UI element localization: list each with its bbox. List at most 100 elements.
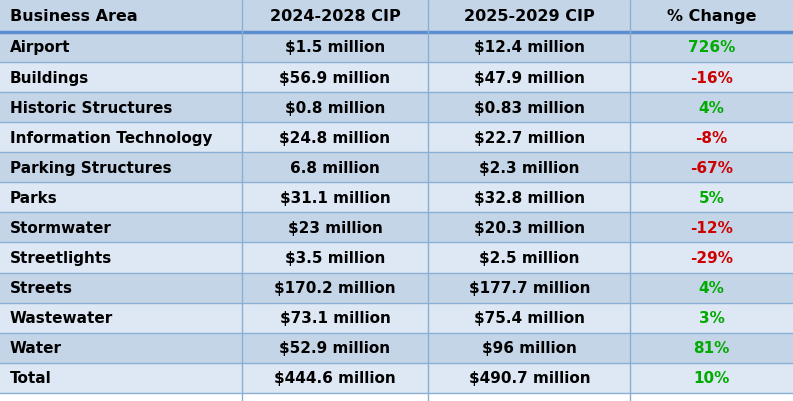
Bar	[630, 273, 793, 303]
Text: $24.8 million: $24.8 million	[279, 130, 391, 145]
Text: 6.8 million: 6.8 million	[290, 160, 380, 175]
Text: $73.1 million: $73.1 million	[280, 310, 390, 325]
Text: -8%: -8%	[695, 130, 728, 145]
Bar	[242, 243, 428, 273]
Bar	[242, 63, 428, 93]
Bar	[428, 0, 630, 33]
Bar	[428, 333, 630, 363]
Text: $75.4 million: $75.4 million	[474, 310, 584, 325]
Text: $56.9 million: $56.9 million	[279, 71, 391, 85]
Text: Streetlights: Streetlights	[10, 250, 112, 265]
Bar	[0, 153, 242, 183]
Bar	[242, 123, 428, 153]
Bar	[242, 0, 428, 33]
Text: 4%: 4%	[699, 280, 725, 295]
Text: $12.4 million: $12.4 million	[474, 41, 584, 55]
Bar	[428, 243, 630, 273]
Bar	[0, 273, 242, 303]
Text: 3%: 3%	[699, 310, 725, 325]
Bar	[428, 63, 630, 93]
Bar	[630, 63, 793, 93]
Text: 726%: 726%	[688, 41, 735, 55]
Bar	[242, 153, 428, 183]
Bar	[428, 363, 630, 393]
Text: Business Area: Business Area	[10, 9, 137, 24]
Text: $3.5 million: $3.5 million	[285, 250, 385, 265]
Text: Parks: Parks	[10, 190, 57, 205]
Text: -67%: -67%	[690, 160, 734, 175]
Text: $1.5 million: $1.5 million	[285, 41, 385, 55]
Text: 4%: 4%	[699, 100, 725, 115]
Text: 2024-2028 CIP: 2024-2028 CIP	[270, 9, 400, 24]
Text: Total: Total	[10, 371, 52, 385]
Bar	[242, 33, 428, 63]
Bar	[630, 93, 793, 123]
Bar	[0, 333, 242, 363]
Bar	[428, 93, 630, 123]
Text: $32.8 million: $32.8 million	[473, 190, 585, 205]
Text: $490.7 million: $490.7 million	[469, 371, 590, 385]
Text: Parking Structures: Parking Structures	[10, 160, 171, 175]
Text: 81%: 81%	[694, 340, 730, 355]
Text: $31.1 million: $31.1 million	[280, 190, 390, 205]
Bar	[0, 33, 242, 63]
Bar	[630, 333, 793, 363]
Text: $444.6 million: $444.6 million	[274, 371, 396, 385]
Text: -29%: -29%	[690, 250, 734, 265]
Bar	[0, 183, 242, 213]
Bar	[0, 213, 242, 243]
Text: 10%: 10%	[694, 371, 730, 385]
Text: % Change: % Change	[667, 9, 757, 24]
Bar	[242, 273, 428, 303]
Text: Buildings: Buildings	[10, 71, 89, 85]
Bar	[428, 33, 630, 63]
Bar	[630, 243, 793, 273]
Bar	[630, 303, 793, 333]
Text: $177.7 million: $177.7 million	[469, 280, 590, 295]
Text: $96 million: $96 million	[482, 340, 577, 355]
Bar	[242, 183, 428, 213]
Text: 2025-2029 CIP: 2025-2029 CIP	[464, 9, 595, 24]
Bar	[0, 303, 242, 333]
Bar	[0, 63, 242, 93]
Text: $2.5 million: $2.5 million	[479, 250, 580, 265]
Text: $47.9 million: $47.9 million	[474, 71, 584, 85]
Text: Information Technology: Information Technology	[10, 130, 212, 145]
Bar	[0, 0, 242, 33]
Bar	[630, 363, 793, 393]
Text: Wastewater: Wastewater	[10, 310, 113, 325]
Bar	[0, 93, 242, 123]
Bar	[242, 333, 428, 363]
Text: Airport: Airport	[10, 41, 70, 55]
Bar	[242, 93, 428, 123]
Bar	[630, 153, 793, 183]
Bar	[0, 363, 242, 393]
Bar	[428, 183, 630, 213]
Text: Historic Structures: Historic Structures	[10, 100, 172, 115]
Text: Streets: Streets	[10, 280, 72, 295]
Text: Water: Water	[10, 340, 62, 355]
Bar	[0, 123, 242, 153]
Text: $0.83 million: $0.83 million	[474, 100, 584, 115]
Bar	[630, 213, 793, 243]
Text: $22.7 million: $22.7 million	[473, 130, 585, 145]
Bar	[428, 273, 630, 303]
Text: $2.3 million: $2.3 million	[479, 160, 580, 175]
Text: Stormwater: Stormwater	[10, 221, 111, 235]
Text: -12%: -12%	[690, 221, 734, 235]
Text: $23 million: $23 million	[288, 221, 382, 235]
Text: $170.2 million: $170.2 million	[274, 280, 396, 295]
Text: 5%: 5%	[699, 190, 725, 205]
Text: -16%: -16%	[690, 71, 734, 85]
Bar	[630, 0, 793, 33]
Bar	[428, 123, 630, 153]
Bar	[428, 153, 630, 183]
Bar	[428, 303, 630, 333]
Bar	[0, 243, 242, 273]
Bar	[242, 303, 428, 333]
Text: $20.3 million: $20.3 million	[473, 221, 585, 235]
Bar	[630, 123, 793, 153]
Text: $52.9 million: $52.9 million	[279, 340, 391, 355]
Bar	[428, 213, 630, 243]
Bar	[242, 363, 428, 393]
